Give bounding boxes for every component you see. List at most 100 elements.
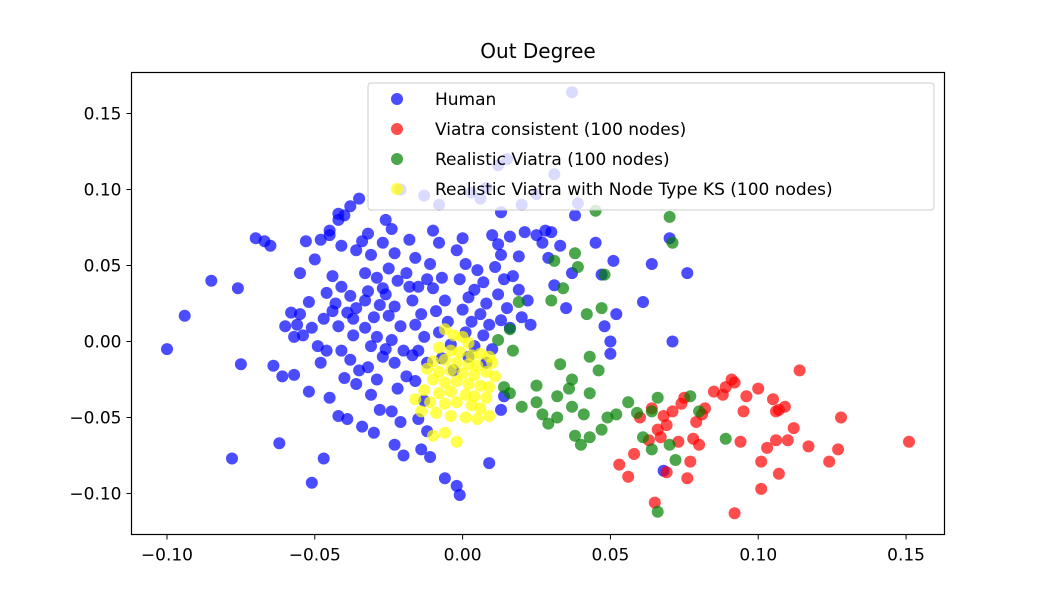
data-point (350, 302, 363, 315)
data-point (474, 308, 487, 321)
data-point (545, 294, 558, 307)
data-point (373, 403, 386, 416)
data-point (424, 451, 437, 463)
data-point (314, 233, 327, 246)
data-point (267, 359, 280, 372)
data-point (453, 489, 466, 501)
data-point (595, 302, 608, 315)
data-point (480, 391, 493, 404)
data-point (397, 449, 410, 462)
data-point (450, 479, 463, 492)
data-point (690, 416, 703, 428)
data-point (554, 239, 567, 252)
data-point (622, 470, 635, 483)
data-point (610, 308, 623, 321)
data-point (450, 375, 463, 387)
data-point (474, 402, 487, 415)
data-point (645, 258, 658, 270)
data-point (391, 274, 404, 287)
data-point (438, 426, 451, 439)
data-point (394, 416, 407, 428)
data-point (276, 370, 289, 383)
data-point (382, 262, 395, 275)
data-point (506, 270, 519, 283)
data-point (604, 335, 617, 348)
data-point (536, 236, 549, 249)
data-point (462, 358, 475, 371)
data-point (637, 296, 649, 308)
series-2 (492, 204, 732, 518)
data-point (530, 379, 543, 392)
data-point (427, 224, 439, 237)
data-point (598, 268, 611, 281)
data-point (450, 244, 463, 257)
x-tick-label: 0.05 (592, 546, 630, 566)
data-point (400, 267, 413, 280)
data-point (648, 496, 661, 509)
data-point (226, 452, 238, 465)
chart-title: Out Degree (480, 39, 595, 63)
y-axis: −0.10 −0.05 0.00 0.05 0.10 0.15 (69, 105, 132, 504)
data-point (302, 296, 315, 308)
data-point (350, 244, 363, 257)
data-point (444, 410, 457, 422)
data-point (424, 258, 437, 270)
data-point (376, 282, 389, 295)
data-point (557, 282, 570, 295)
data-point (772, 467, 785, 480)
data-point (660, 419, 673, 432)
data-point (415, 308, 428, 321)
data-point (468, 390, 481, 403)
data-point (231, 282, 244, 295)
data-point (344, 200, 357, 213)
data-point (512, 296, 525, 308)
data-point (409, 375, 422, 387)
data-point (832, 443, 845, 456)
data-point (453, 346, 466, 359)
data-point (305, 321, 318, 334)
data-point (651, 391, 664, 404)
data-point (645, 405, 658, 418)
data-point (450, 396, 463, 409)
data-point (521, 294, 534, 307)
data-point (486, 356, 499, 369)
data-point (444, 385, 457, 398)
x-tick-label: −0.05 (289, 546, 341, 566)
data-point (551, 390, 564, 403)
data-point (341, 413, 354, 425)
data-point (297, 329, 309, 342)
data-point (793, 364, 806, 377)
data-point (438, 353, 451, 366)
data-point (566, 373, 578, 386)
data-point (589, 236, 602, 249)
data-point (288, 368, 301, 381)
data-point (444, 364, 457, 377)
data-point (291, 318, 304, 331)
data-point (362, 361, 374, 374)
data-point (362, 285, 374, 298)
data-point (802, 440, 815, 453)
data-point (359, 267, 372, 280)
data-point (438, 397, 451, 410)
data-point (264, 239, 277, 252)
data-point (161, 343, 173, 356)
series-3 (409, 323, 502, 448)
legend-marker (391, 183, 403, 195)
data-point (347, 312, 360, 325)
data-point (477, 276, 490, 289)
data-point (530, 396, 543, 409)
data-point (645, 443, 658, 456)
data-point (459, 411, 472, 424)
data-point (308, 253, 321, 266)
legend-label: Human (435, 90, 496, 110)
data-point (903, 435, 915, 448)
data-point (294, 267, 306, 280)
data-point (622, 396, 635, 409)
data-point (456, 232, 469, 245)
data-point (483, 381, 496, 394)
data-point (787, 422, 800, 435)
data-point (294, 308, 306, 321)
data-point (335, 239, 348, 252)
y-tick-label: −0.10 (69, 484, 121, 504)
data-point (569, 209, 581, 222)
